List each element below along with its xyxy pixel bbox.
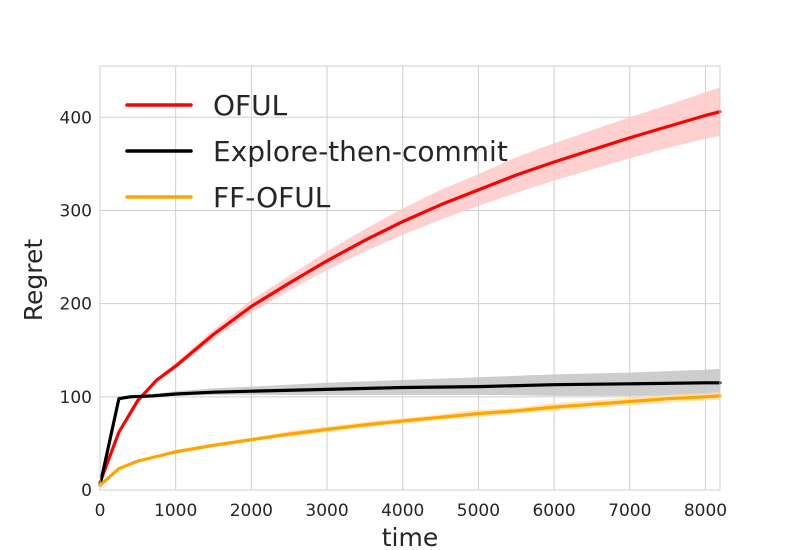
y-tick-label: 300 [60, 201, 92, 221]
x-tick-label: 2000 [230, 501, 273, 521]
x-tick-label: 6000 [532, 501, 575, 521]
plot-frame [99, 65, 721, 491]
y-tick-label: 0 [81, 481, 92, 501]
y-tick-labels: 0 100 200 300 400 [60, 108, 92, 501]
x-tick-labels: 0 1000 2000 3000 4000 5000 6000 7000 8000 [95, 501, 728, 521]
y-tick-label: 400 [60, 108, 92, 128]
legend: OFUL Explore-then-commit FF-OFUL [125, 89, 508, 214]
y-tick-label: 200 [60, 295, 92, 315]
ff-oful-confidence-band [100, 392, 720, 486]
oful-confidence-band [100, 87, 720, 483]
x-axis-label: time [382, 523, 438, 550]
x-tick-label: 0 [95, 501, 106, 521]
confidence-bands [100, 87, 720, 486]
x-tick-label: 5000 [457, 501, 500, 521]
series-lines [98, 110, 722, 487]
x-tick-label: 3000 [305, 501, 348, 521]
y-axis-label: Regret [19, 239, 48, 322]
explore-then-commit-legend-label: Explore-then-commit [213, 135, 508, 168]
explore-then-commit-confidence-band [100, 368, 720, 486]
ff-oful-line [98, 394, 722, 487]
x-tick-label: 4000 [381, 501, 424, 521]
x-tick-label: 7000 [608, 501, 651, 521]
ff-oful-legend-label: FF-OFUL [213, 181, 331, 214]
explore-then-commit-line [98, 381, 722, 487]
x-tick-label: 1000 [154, 501, 197, 521]
oful-legend-label: OFUL [213, 89, 288, 122]
y-tick-label: 100 [60, 388, 92, 408]
oful-line [98, 110, 722, 485]
x-tick-label: 8000 [684, 501, 727, 521]
